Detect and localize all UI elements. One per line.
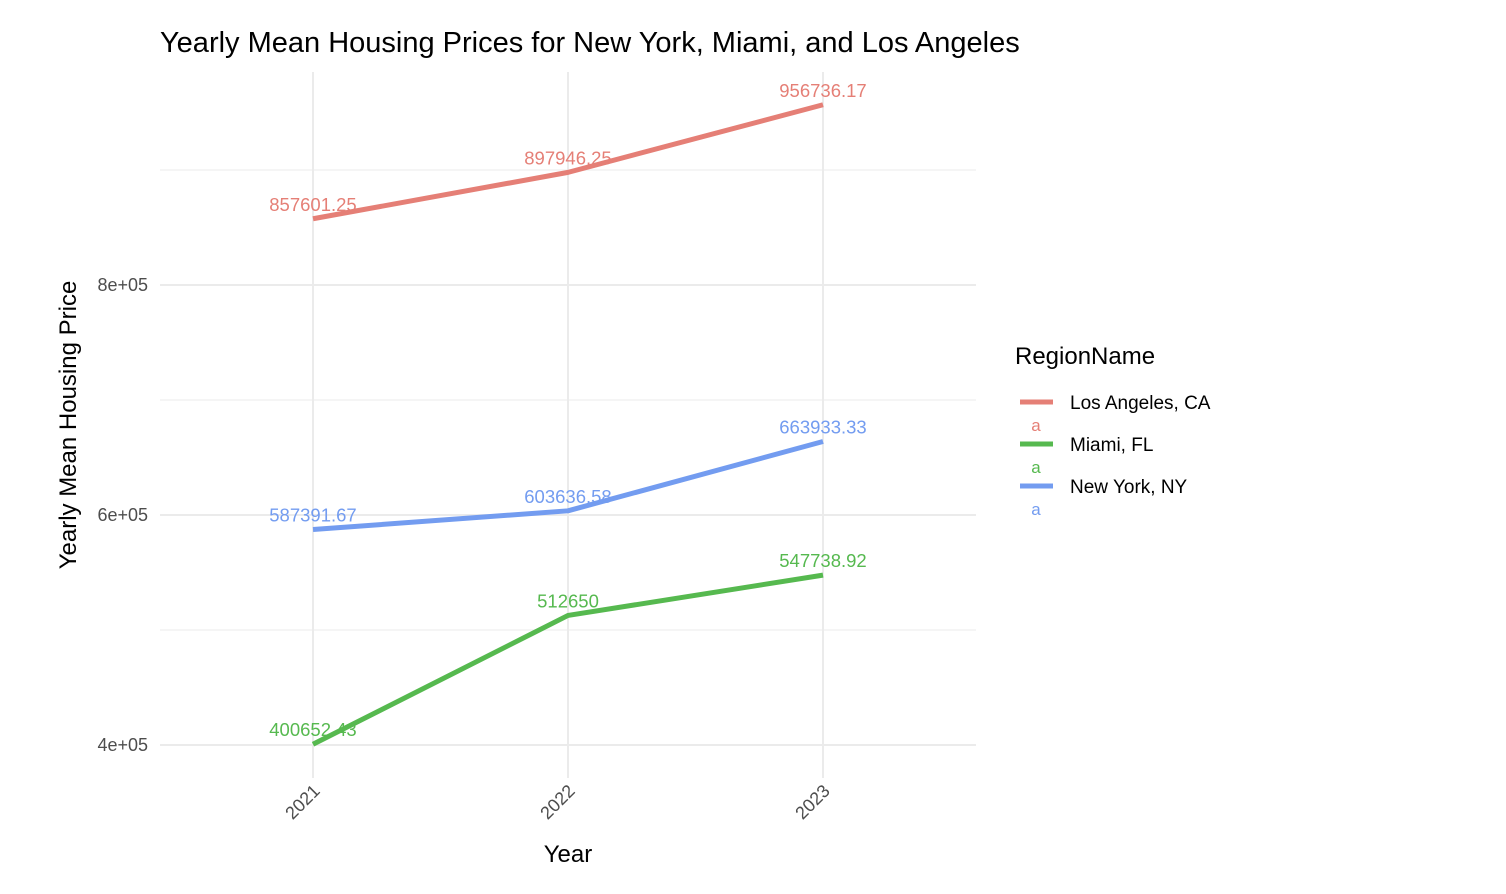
legend: RegionName a Los Angeles, CA a Miami, FL a Ne… [1015,343,1211,519]
data-label-miami-fl: 400652.43 [269,719,356,740]
x-tick-label: 2021 [281,781,323,823]
y-tick-label: 4e+05 [97,735,148,755]
series-layer [311,102,824,747]
data-label-new-york-ny: 587391.67 [269,504,356,525]
y-axis-ticks: 4e+05 6e+05 8e+05 [97,275,148,755]
x-axis-title: Year [544,841,593,868]
x-tick-label: 2022 [536,781,578,823]
legend-key-glyph-los-angeles-ca: a [1031,416,1041,435]
chart-title: Yearly Mean Housing Prices for New York,… [160,27,1020,59]
y-tick-label: 8e+05 [97,275,148,295]
data-label-los-angeles-ca: 897946.25 [524,147,611,168]
grid [160,72,976,778]
y-axis-title: Yearly Mean Housing Price [55,281,82,570]
legend-label-miami-fl: Miami, FL [1070,435,1153,456]
legend-title: RegionName [1015,343,1155,370]
data-label-los-angeles-ca: 956736.17 [779,80,866,101]
y-tick-label: 6e+05 [97,505,148,525]
data-label-new-york-ny: 663933.33 [779,416,866,437]
series-line-miami-fl [311,572,824,747]
series-line-new-york-ny [312,439,824,532]
data-label-miami-fl: 512650 [537,590,599,611]
legend-key-glyph-new-york-ny: a [1031,500,1041,519]
data-label-los-angeles-ca: 857601.25 [269,194,356,215]
x-tick-label: 2023 [791,781,833,823]
legend-label-los-angeles-ca: Los Angeles, CA [1070,393,1211,414]
data-labels: 857601.25 897946.25 956736.17 400652.43 5126… [269,80,866,740]
data-label-new-york-ny: 603636.58 [524,486,611,507]
legend-label-new-york-ny: New York, NY [1070,477,1188,498]
data-label-miami-fl: 547738.92 [779,550,866,571]
series-line-los-angeles-ca [312,102,824,222]
x-axis-ticks: 2021 2022 2023 [281,781,833,823]
legend-key-glyph-miami-fl: a [1031,458,1041,477]
